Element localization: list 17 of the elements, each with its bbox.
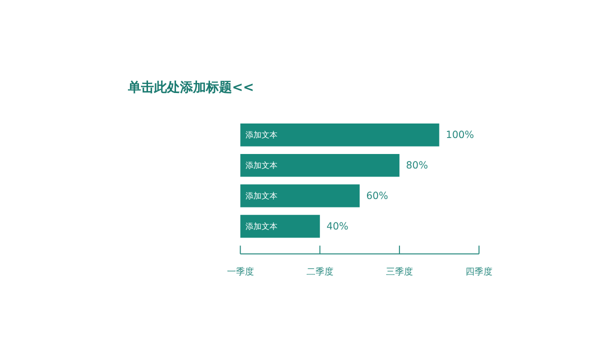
bar (240, 123, 440, 146)
y-tick-label: 添加文本 (245, 160, 278, 170)
text: 一季度 (226, 266, 254, 278)
data-label: 100% (446, 130, 474, 142)
data-label: 60% (366, 191, 388, 202)
y-tick-label: 添加文本 (245, 220, 278, 231)
text: 四季度 (466, 266, 493, 278)
text: 三季度 (386, 266, 413, 278)
y-tick-label: 添加文本 (245, 190, 278, 200)
data-label: 80% (406, 160, 428, 172)
data-label: 40% (326, 222, 348, 233)
y-tick-label: 添加文本 (245, 129, 278, 140)
bar (240, 154, 400, 177)
bar (240, 214, 320, 238)
text: 二季度 (306, 266, 334, 278)
chart-title: 单击此处添加标题<< (126, 80, 254, 96)
bar (240, 184, 360, 208)
